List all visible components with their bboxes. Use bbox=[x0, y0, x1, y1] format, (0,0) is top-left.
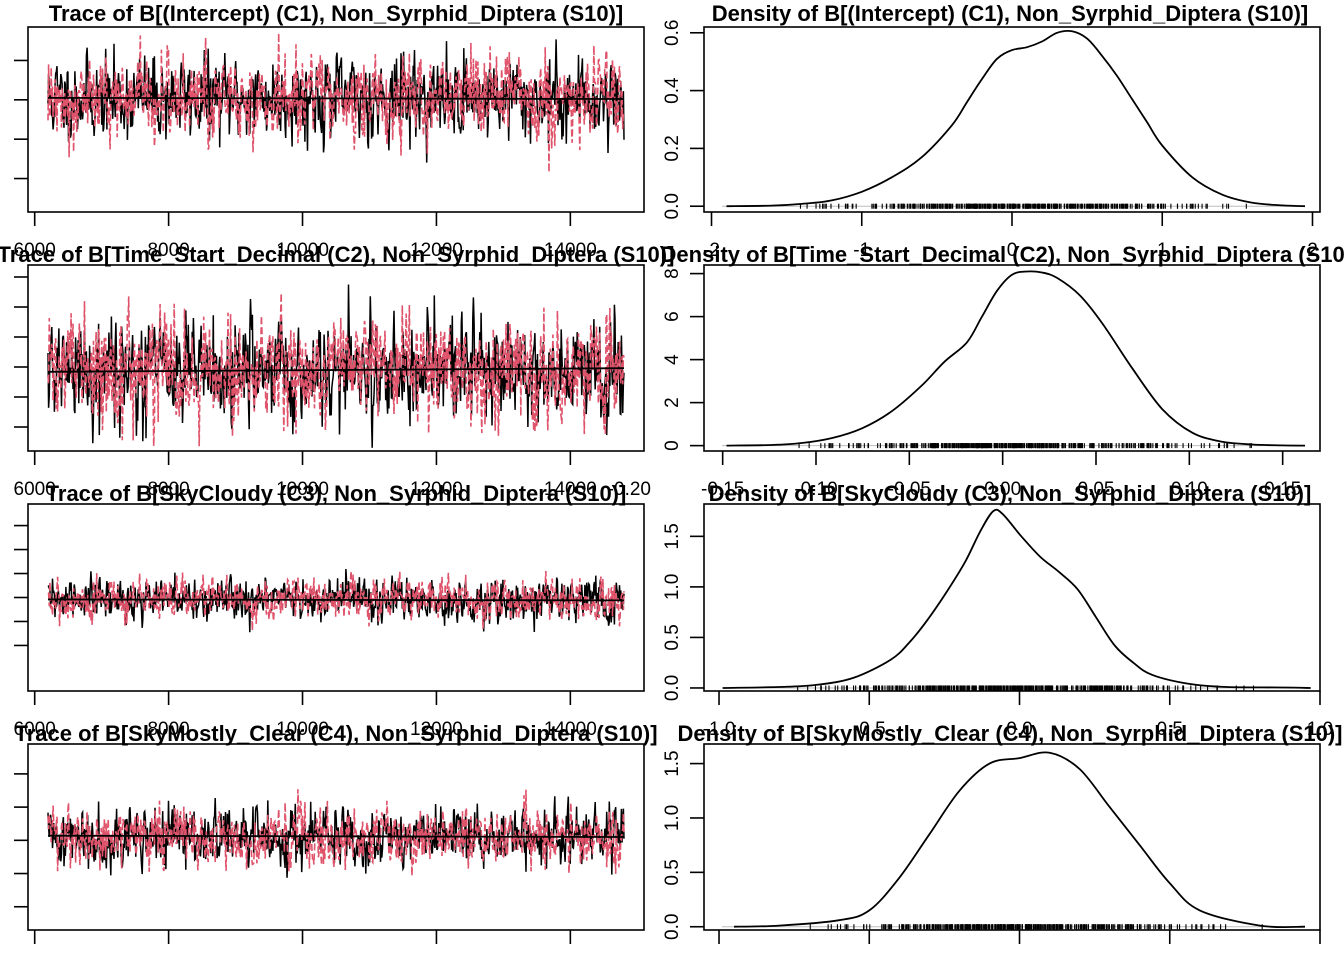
x-tick-label: 0 bbox=[1007, 240, 1018, 261]
plot-title: Trace of B[SkyMostly_Clear (C4), Non_Syr… bbox=[14, 721, 657, 746]
x-tick-label: -0.20 bbox=[608, 479, 651, 500]
x-tick-label: 2 bbox=[1307, 240, 1318, 261]
y-tick-label: 1.0 bbox=[662, 574, 683, 600]
x-tick-label: -1.0 bbox=[703, 719, 736, 740]
x-tick-label: 8000 bbox=[147, 958, 189, 960]
y-tick-label: 0.4 bbox=[662, 77, 683, 104]
x-tick-label: 12000 bbox=[410, 479, 463, 500]
x-tick-label: 14000 bbox=[544, 719, 597, 740]
x-tick-label: 0.05 bbox=[1078, 479, 1115, 500]
x-tick-label: 1 bbox=[1157, 240, 1168, 261]
plot-frame bbox=[27, 743, 645, 931]
x-tick-label: 1.0 bbox=[1307, 719, 1333, 740]
plot-title: Density of B[SkyMostly_Clear (C4), Non_S… bbox=[677, 721, 1342, 746]
x-tick-label: 6000 bbox=[14, 240, 56, 261]
x-tick-label: 10000 bbox=[276, 719, 329, 740]
x-tick-label: 0.00 bbox=[984, 479, 1021, 500]
x-tick-label: 10000 bbox=[276, 479, 329, 500]
x-tick-label: 0.10 bbox=[1171, 479, 1208, 500]
x-tick-label: 8000 bbox=[147, 479, 189, 500]
y-tick-label: 0.0 bbox=[662, 914, 683, 940]
x-tick-label: 12000 bbox=[410, 240, 463, 261]
plot-frame bbox=[703, 503, 1321, 692]
plot-title: Density of B[(Intercept) (C1), Non_Syrph… bbox=[712, 1, 1309, 26]
rug-ticks bbox=[798, 443, 1252, 449]
density-curve bbox=[726, 30, 1306, 208]
x-tick-label: -2 bbox=[703, 240, 720, 261]
x-tick-label: 14000 bbox=[544, 958, 597, 960]
y-tick-label: 4 bbox=[662, 354, 683, 365]
trace-series-group bbox=[47, 284, 625, 448]
x-tick-label: 6000 bbox=[14, 958, 56, 960]
trace-line-chain-2 bbox=[47, 293, 625, 447]
y-tick-label: 1.5 bbox=[662, 523, 683, 549]
x-tick-label: 6000 bbox=[14, 479, 56, 500]
smooth-mean-line bbox=[47, 834, 625, 838]
plot-frame bbox=[703, 264, 1321, 452]
x-tick-label: 6000 bbox=[14, 719, 56, 740]
y-tick-label: 0 bbox=[662, 440, 683, 451]
y-tick-label: 0.5 bbox=[662, 859, 683, 885]
trace-series-group bbox=[47, 568, 625, 633]
y-tick-label: 0.2 bbox=[662, 135, 683, 161]
y-tick-label: 2 bbox=[662, 397, 683, 408]
plot-frame bbox=[703, 26, 1321, 213]
plot-title: Density of B[SkyCloudy (C3), Non_Syrphid… bbox=[709, 481, 1312, 506]
rug-ticks bbox=[799, 203, 1247, 209]
y-tick-label: 6 bbox=[662, 311, 683, 322]
plot-title: Trace of B[SkyCloudy (C3), Non_Syrphid_D… bbox=[46, 481, 627, 506]
x-tick-label: 0.15 bbox=[1264, 479, 1301, 500]
trace-line-chain-2 bbox=[47, 789, 625, 876]
smooth-mean-line bbox=[47, 96, 625, 100]
plot-frame bbox=[703, 743, 1321, 931]
x-tick-label: -0.05 bbox=[888, 479, 931, 500]
smooth-mean-line bbox=[47, 367, 625, 373]
trace-line-chain-1 bbox=[47, 39, 625, 163]
plot-title: Trace of B[(Intercept) (C1), Non_Syrphid… bbox=[49, 1, 624, 26]
x-tick-label: 0.0 bbox=[1006, 719, 1032, 740]
x-tick-label: 14000 bbox=[544, 240, 597, 261]
x-tick-label: 14000 bbox=[544, 479, 597, 500]
x-tick-label: 12000 bbox=[410, 958, 463, 960]
x-tick-label: -0.10 bbox=[794, 479, 837, 500]
x-tick-label: 0.5 bbox=[1157, 719, 1183, 740]
density-curve bbox=[726, 270, 1306, 447]
x-tick-label: 10000 bbox=[276, 240, 329, 261]
smooth-mean-line bbox=[47, 598, 625, 602]
y-tick-label: 0.6 bbox=[662, 20, 683, 46]
y-tick-label: 1.0 bbox=[662, 805, 683, 831]
x-tick-label: -1 bbox=[853, 240, 870, 261]
density-curve bbox=[733, 751, 1306, 929]
y-tick-label: 0.5 bbox=[662, 624, 683, 650]
x-tick-label: -0.5 bbox=[853, 719, 886, 740]
trace-line-chain-2 bbox=[47, 570, 625, 631]
trace-series-group bbox=[47, 789, 625, 878]
plot-frame bbox=[27, 264, 645, 452]
plot-title: Density of B[Time_Start_Decimal (C2), No… bbox=[661, 242, 1344, 267]
trace-line-chain-1 bbox=[47, 796, 625, 878]
trace-line-chain-2 bbox=[47, 32, 625, 173]
y-tick-label: 0.0 bbox=[662, 193, 683, 219]
y-tick-label: 1.5 bbox=[662, 750, 683, 776]
plot-title: Trace of B[Time_Start_Decimal (C2), Non_… bbox=[0, 242, 674, 267]
x-tick-label: 8000 bbox=[147, 719, 189, 740]
x-tick-label: 12000 bbox=[410, 719, 463, 740]
plot-frame bbox=[27, 26, 645, 213]
x-tick-label: 10000 bbox=[276, 958, 329, 960]
y-tick-label: 8 bbox=[662, 268, 683, 279]
trace-series-group bbox=[47, 32, 625, 173]
y-tick-label: 0.0 bbox=[662, 675, 683, 701]
x-tick-label: -0.15 bbox=[701, 479, 744, 500]
density-curve bbox=[722, 508, 1311, 689]
rug-ticks bbox=[809, 924, 1263, 930]
x-tick-label: 8000 bbox=[147, 240, 189, 261]
rug-ticks bbox=[797, 685, 1255, 691]
